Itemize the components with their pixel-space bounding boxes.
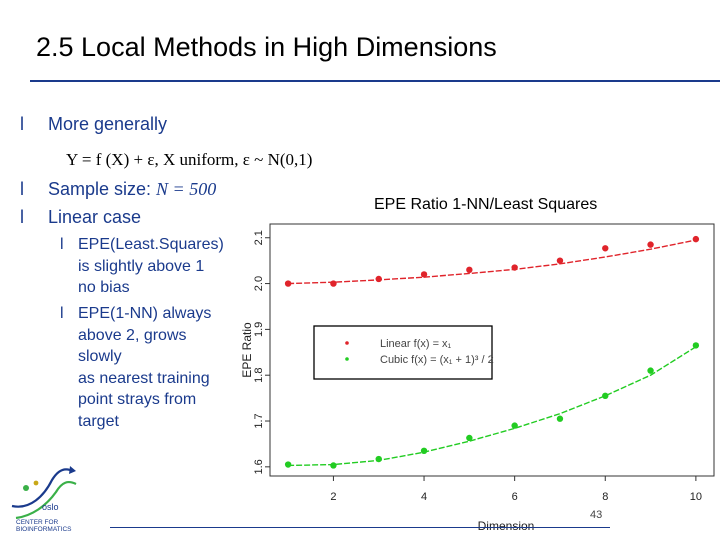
x-tick-label: 6 xyxy=(512,491,518,503)
sub-bullet-line: target xyxy=(78,412,119,430)
bullet-label: More generally xyxy=(48,114,168,134)
title-rule xyxy=(30,80,720,82)
legend-swatch xyxy=(345,357,349,361)
y-axis-label: EPE Ratio xyxy=(240,322,254,378)
series-0-point xyxy=(511,264,518,271)
bullet-mark: l xyxy=(20,207,24,227)
bullet-linear-case: l Linear case xyxy=(20,207,142,228)
series-1-point xyxy=(556,415,564,422)
sub-bullet-line: EPE(1-NN) always xyxy=(78,305,212,322)
y-tick-label: 1.7 xyxy=(253,413,265,428)
bullet-mark: l xyxy=(20,179,24,199)
logo-dot-icon xyxy=(33,480,39,486)
x-tick-label: 10 xyxy=(690,491,702,503)
sub-bullet-1nn: l EPE(1-NN) always above 2, grows slowly… xyxy=(60,303,212,432)
sub-bullet-mark: l xyxy=(60,236,64,253)
logo-arrow-icon xyxy=(69,466,76,474)
x-tick-label: 8 xyxy=(602,491,608,503)
series-0-point xyxy=(284,280,292,287)
logo-curve-green xyxy=(15,481,77,520)
series-1-point xyxy=(511,422,518,429)
series-1-point xyxy=(330,462,337,469)
series-0-point xyxy=(556,257,564,264)
series-0-point xyxy=(602,245,609,252)
series-0-point xyxy=(692,235,700,243)
series-0-point xyxy=(330,280,337,287)
legend-box xyxy=(313,325,493,380)
chart-title: EPE Ratio 1-NN/Least Squares xyxy=(374,196,598,213)
x-axis-label: Dimension xyxy=(478,519,535,533)
series-1-point xyxy=(375,455,382,463)
logo-text-line2: BIOINFORMATICS xyxy=(16,526,72,533)
y-tick-label: 1.8 xyxy=(253,368,265,383)
sample-size-formula: N = 500 xyxy=(156,179,217,199)
series-0-point xyxy=(420,271,428,278)
x-tick-label: 2 xyxy=(330,491,336,503)
bullet-sample-size: l Sample size: N = 500 xyxy=(20,179,217,200)
legend-swatch xyxy=(345,341,349,345)
sub-bullet-mark: l xyxy=(60,305,64,322)
y-tick-label: 1.6 xyxy=(253,459,265,474)
sub-bullet-line: point strays from xyxy=(78,391,197,408)
slide-title: 2.5 Local Methods in High Dimensions xyxy=(36,32,497,62)
sub-bullet-line: is slightly above 1 xyxy=(78,257,205,275)
series-0-fit-line xyxy=(288,239,697,285)
series-1-point xyxy=(420,447,428,454)
series-1-point xyxy=(602,392,609,400)
y-tick-label: 1.9 xyxy=(253,322,265,337)
sub-bullet-line: EPE(Least.Squares) xyxy=(78,236,224,253)
sub-bullet-line: no bias xyxy=(78,279,130,296)
logo-mark: oslo xyxy=(42,502,59,512)
series-0-point xyxy=(647,241,654,248)
series-1-point xyxy=(284,461,292,468)
y-tick-label: 2.1 xyxy=(253,230,265,245)
sub-bullet-line: slowly xyxy=(78,348,122,365)
sub-bullet-line: as nearest training xyxy=(78,369,210,387)
bullet-mark: l xyxy=(20,114,24,134)
y-tick-label: 2.0 xyxy=(253,276,265,291)
series-0-point xyxy=(466,266,473,274)
legend-entry: Linear f(x) = x₁ xyxy=(380,338,452,350)
series-1-fit-line xyxy=(288,346,697,467)
bullet-label: Sample size: xyxy=(48,179,157,199)
legend-entry: Cubic f(x) = (x₁ + 1)³ / 2 xyxy=(380,354,494,366)
plot-frame xyxy=(269,223,715,477)
bullet-more-generally: l More generally xyxy=(20,114,168,135)
logo-curve-blue xyxy=(11,468,71,508)
bioinformatics-logo: oslo CENTER FOR BIOINFORMATICS xyxy=(11,466,77,533)
footer-rule xyxy=(110,527,610,528)
series-1-point xyxy=(466,434,473,442)
page-number: 43 xyxy=(590,509,603,521)
series-1-point xyxy=(647,367,654,374)
logo-dot-icon xyxy=(23,485,29,491)
series-0-point xyxy=(375,275,382,283)
model-formula: Y = f (X) + ε, X uniform, ε ~ N(0,1) xyxy=(66,150,313,169)
bullet-label: Linear case xyxy=(48,207,142,227)
sub-bullet-line: above 2, grows xyxy=(78,326,187,344)
logo-text-line1: CENTER FOR xyxy=(16,519,59,526)
sub-bullet-least-squares: l EPE(Least.Squares) is slightly above 1… xyxy=(60,234,224,299)
series-1-point xyxy=(692,342,700,349)
x-tick-label: 4 xyxy=(421,491,427,503)
